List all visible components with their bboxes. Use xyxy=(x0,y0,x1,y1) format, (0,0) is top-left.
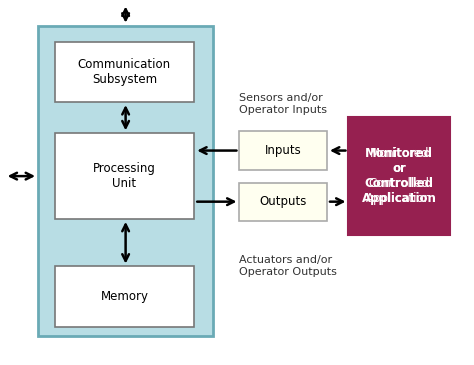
Bar xyxy=(55,266,194,327)
Text: Actuators and/or
Operator Outputs: Actuators and/or Operator Outputs xyxy=(239,255,337,277)
Bar xyxy=(239,131,327,170)
Text: Monitored
or
Controlled
Application: Monitored or Controlled Application xyxy=(362,147,437,205)
Bar xyxy=(55,133,194,219)
Text: Sensors and/or
Operator Inputs: Sensors and/or Operator Inputs xyxy=(239,93,328,115)
Text: Inputs: Inputs xyxy=(265,144,301,157)
Bar xyxy=(38,26,213,336)
FancyArrowPatch shape xyxy=(122,9,129,20)
FancyArrowPatch shape xyxy=(122,224,129,261)
FancyArrowPatch shape xyxy=(333,147,346,154)
Bar xyxy=(55,42,194,102)
FancyArrowPatch shape xyxy=(330,198,343,205)
Text: Outputs: Outputs xyxy=(260,195,307,208)
Text: Memory: Memory xyxy=(100,290,148,303)
FancyArrowPatch shape xyxy=(122,108,129,128)
Text: Processing
Unit: Processing Unit xyxy=(93,162,156,190)
Text: Monitored
or
Controlled
Application: Monitored or Controlled Application xyxy=(366,147,432,205)
Bar xyxy=(348,117,450,235)
Bar xyxy=(239,182,327,221)
FancyArrowPatch shape xyxy=(200,147,237,154)
FancyArrowPatch shape xyxy=(10,173,32,180)
FancyArrowPatch shape xyxy=(197,198,234,205)
Text: Communication
Subsystem: Communication Subsystem xyxy=(78,58,171,86)
